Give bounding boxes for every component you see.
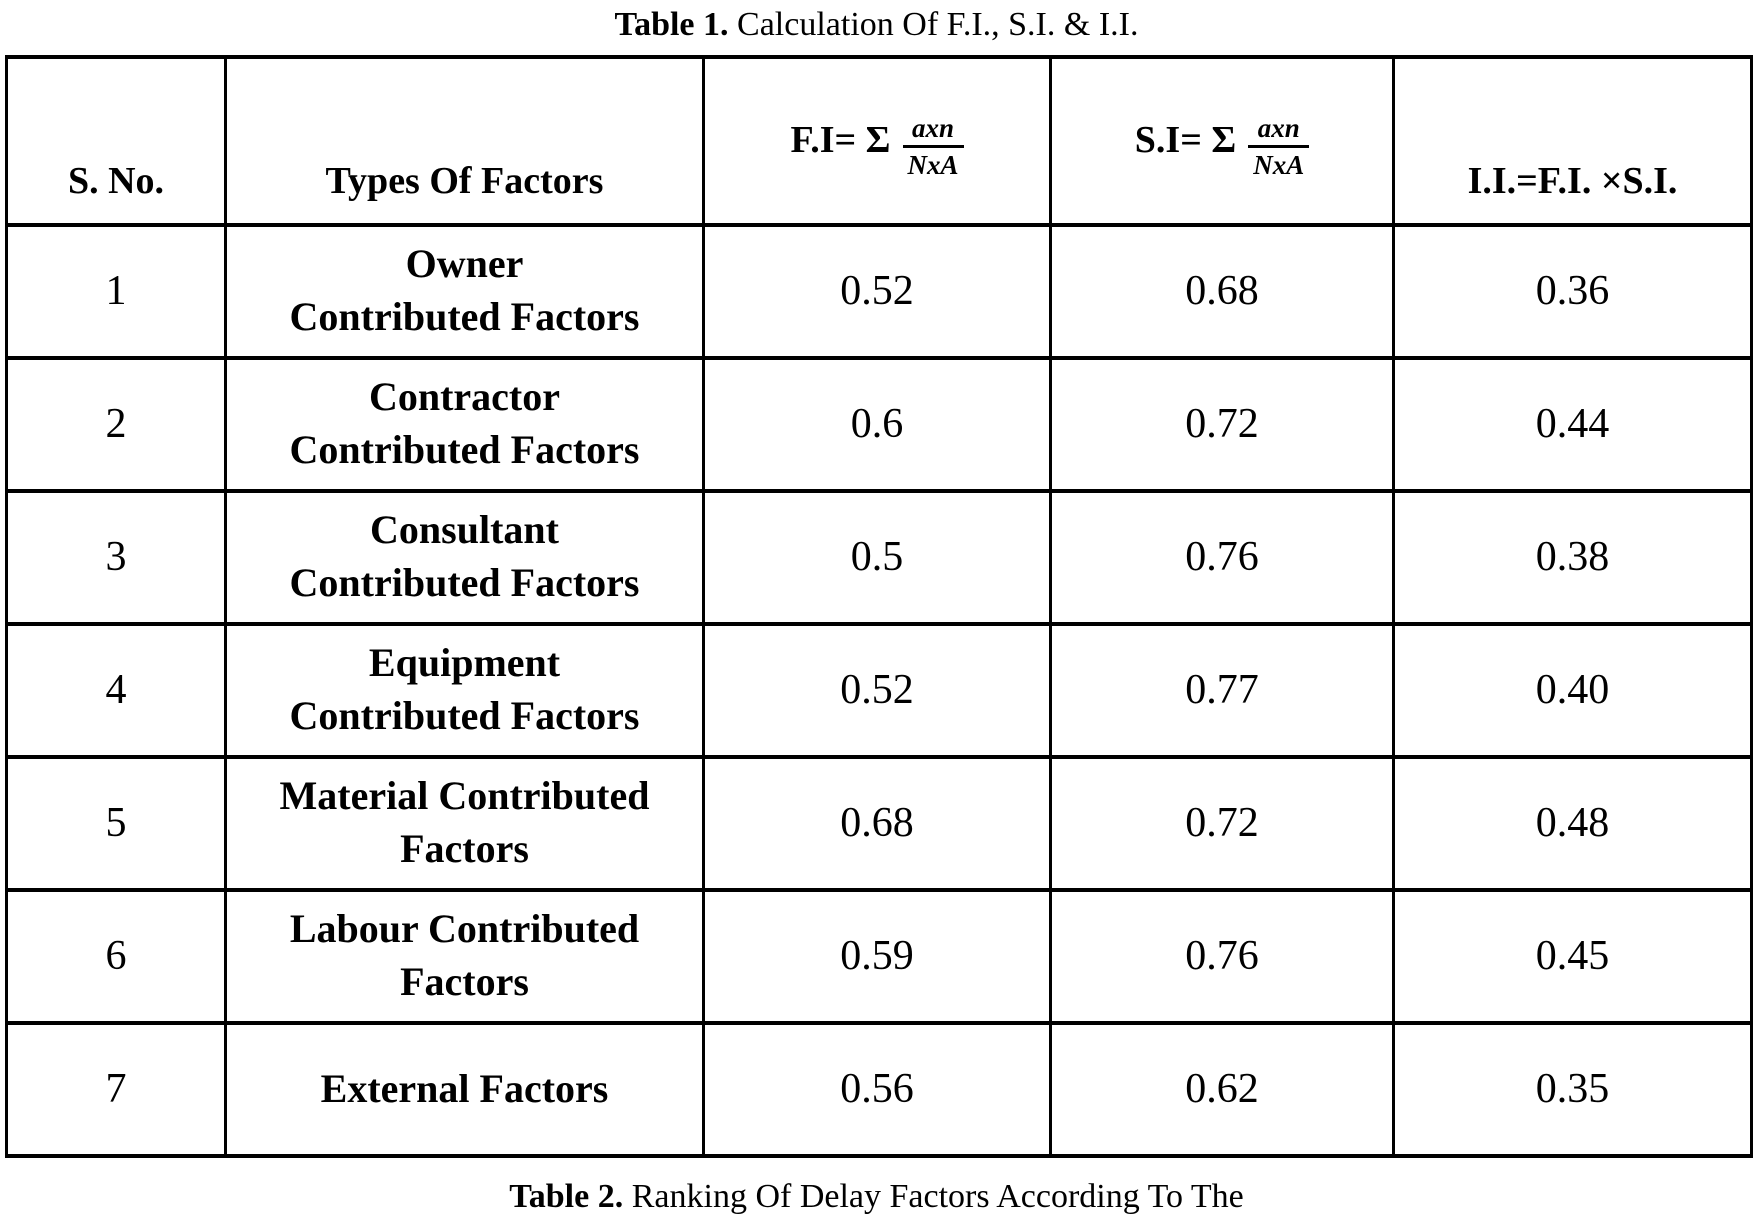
- table-row: 1 Owner Contributed Factors 0.52 0.68 0.…: [7, 225, 1752, 358]
- header-ii: I.I.=F.I. ×S.I.: [1394, 57, 1752, 225]
- table-header: S. No. Types Of Factors F.I= Σ axn NxA S…: [7, 57, 1752, 225]
- factor-type-cell: Labour Contributed Factors: [226, 890, 704, 1023]
- si-formula: S.I= Σ axn NxA: [1135, 107, 1309, 174]
- fi-fraction-numerator: axn: [903, 113, 964, 148]
- factor-type-cell: Owner Contributed Factors: [226, 225, 704, 358]
- header-row: S. No. Types Of Factors F.I= Σ axn NxA S…: [7, 57, 1752, 225]
- table2-caption-text: Ranking Of Delay Factors According To Th…: [623, 1178, 1244, 1215]
- sno-cell: 1: [7, 225, 226, 358]
- fi-value-cell: 0.6: [704, 358, 1051, 491]
- fi-formula-fraction: axn NxA: [903, 113, 964, 180]
- table-row: 6 Labour Contributed Factors 0.59 0.76 0…: [7, 890, 1752, 1023]
- factor-type-cell: Equipment Contributed Factors: [226, 624, 704, 757]
- fi-value-cell: 0.59: [704, 890, 1051, 1023]
- fi-value-cell: 0.52: [704, 624, 1051, 757]
- factor-type-cell: Consultant Contributed Factors: [226, 491, 704, 624]
- sno-cell: 7: [7, 1023, 226, 1156]
- fi-formula: F.I= Σ axn NxA: [790, 107, 963, 174]
- si-formula-fraction: axn NxA: [1248, 113, 1309, 180]
- ii-value-cell: 0.38: [1394, 491, 1752, 624]
- si-value-cell: 0.76: [1051, 890, 1394, 1023]
- si-value-cell: 0.77: [1051, 624, 1394, 757]
- sno-cell: 6: [7, 890, 226, 1023]
- factor-type-cell: External Factors: [226, 1023, 704, 1156]
- fi-value-cell: 0.56: [704, 1023, 1051, 1156]
- table-row: 4 Equipment Contributed Factors 0.52 0.7…: [7, 624, 1752, 757]
- si-fraction-numerator: axn: [1248, 113, 1309, 148]
- si-fraction-denominator: NxA: [1248, 148, 1309, 180]
- ii-value-cell: 0.40: [1394, 624, 1752, 757]
- sno-cell: 3: [7, 491, 226, 624]
- si-value-cell: 0.72: [1051, 358, 1394, 491]
- fi-value-cell: 0.52: [704, 225, 1051, 358]
- table-body: 1 Owner Contributed Factors 0.52 0.68 0.…: [7, 225, 1752, 1156]
- table-row: 2 Contractor Contributed Factors 0.6 0.7…: [7, 358, 1752, 491]
- table1-caption-label: Table 1.: [615, 6, 729, 43]
- sno-cell: 4: [7, 624, 226, 757]
- header-fi: F.I= Σ axn NxA: [704, 57, 1051, 225]
- factor-type-cell: Material Contributed Factors: [226, 757, 704, 890]
- ii-value-cell: 0.36: [1394, 225, 1752, 358]
- header-si: S.I= Σ axn NxA: [1051, 57, 1394, 225]
- table-row: 5 Material Contributed Factors 0.68 0.72…: [7, 757, 1752, 890]
- si-value-cell: 0.76: [1051, 491, 1394, 624]
- factors-table: S. No. Types Of Factors F.I= Σ axn NxA S…: [5, 55, 1753, 1158]
- factor-type-cell: Contractor Contributed Factors: [226, 358, 704, 491]
- si-formula-prefix: S.I= Σ: [1135, 118, 1236, 164]
- table2-caption-label: Table 2.: [509, 1178, 623, 1215]
- ii-value-cell: 0.44: [1394, 358, 1752, 491]
- ii-value-cell: 0.48: [1394, 757, 1752, 890]
- header-types-of-factors: Types Of Factors: [226, 57, 704, 225]
- fi-value-cell: 0.68: [704, 757, 1051, 890]
- table-row: 3 Consultant Contributed Factors 0.5 0.7…: [7, 491, 1752, 624]
- si-value-cell: 0.68: [1051, 225, 1394, 358]
- ii-value-cell: 0.45: [1394, 890, 1752, 1023]
- table-row: 7 External Factors 0.56 0.62 0.35: [7, 1023, 1752, 1156]
- ii-value-cell: 0.35: [1394, 1023, 1752, 1156]
- table1-caption: Table 1. Calculation Of F.I., S.I. & I.I…: [0, 0, 1753, 47]
- sno-cell: 2: [7, 358, 226, 491]
- si-value-cell: 0.62: [1051, 1023, 1394, 1156]
- si-value-cell: 0.72: [1051, 757, 1394, 890]
- fi-formula-prefix: F.I= Σ: [790, 118, 890, 164]
- fi-value-cell: 0.5: [704, 491, 1051, 624]
- table2-caption: Table 2. Ranking Of Delay Factors Accord…: [0, 1172, 1753, 1218]
- sno-cell: 5: [7, 757, 226, 890]
- fi-fraction-denominator: NxA: [903, 148, 964, 180]
- header-sno: S. No.: [7, 57, 226, 225]
- table1-caption-text: Calculation Of F.I., S.I. & I.I.: [729, 6, 1139, 43]
